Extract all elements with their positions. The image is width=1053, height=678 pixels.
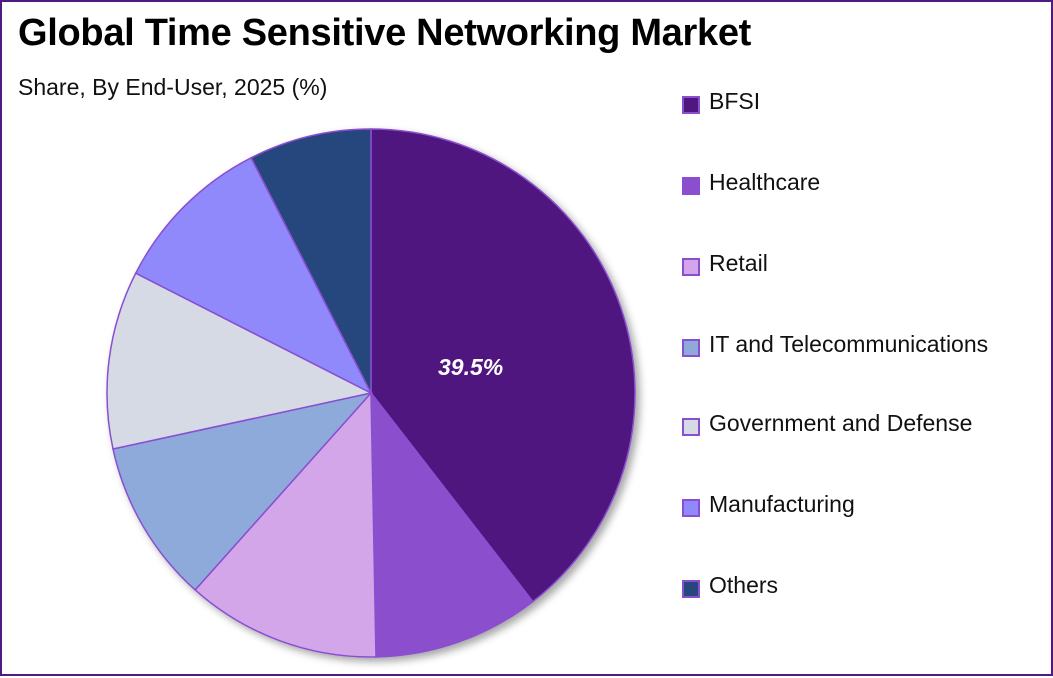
legend-item-it-telecom[interactable]: IT and Telecommunications [682, 331, 999, 362]
legend-swatch-icon [682, 499, 700, 517]
legend-item-government-defense[interactable]: Government and Defense [682, 410, 1049, 441]
legend-swatch-icon [682, 418, 700, 436]
pie-slice-bfsi[interactable] [370, 128, 636, 603]
pie-slice-others[interactable] [250, 128, 372, 394]
pie-chart: 39.5% [2, 2, 702, 678]
pie-slice-healthcare[interactable] [370, 390, 534, 658]
legend: BFSI Healthcare Retail IT and Telecommun… [682, 2, 1052, 678]
pie-slice-manufacturing[interactable] [134, 156, 373, 395]
chart-title: Global Time Sensitive Networking Market [18, 12, 752, 54]
bfsi-share-label: 39.5% [438, 354, 504, 380]
pie-slice-retail[interactable] [194, 391, 377, 658]
legend-swatch-icon [682, 339, 700, 357]
legend-swatch-icon [682, 177, 700, 195]
legend-item-healthcare[interactable]: Healthcare [682, 169, 1049, 200]
pie-slice-it-and-telecommunications[interactable] [112, 391, 374, 591]
legend-item-bfsi[interactable]: BFSI [682, 88, 1049, 119]
chart-subtitle: Share, By End-User, 2025 (%) [18, 74, 328, 100]
legend-swatch-icon [682, 580, 700, 598]
pie-slice-government-and-defense[interactable] [106, 272, 374, 450]
legend-item-retail[interactable]: Retail [682, 250, 1049, 281]
pie-svg [106, 128, 636, 658]
legend-label: Others [709, 572, 779, 598]
legend-label: BFSI [709, 88, 761, 114]
legend-label: Government and Defense [709, 410, 973, 436]
legend-item-others[interactable]: Others [682, 572, 1049, 603]
legend-swatch-icon [682, 258, 700, 276]
legend-item-manufacturing[interactable]: Manufacturing [682, 491, 1049, 522]
legend-label: Manufacturing [709, 491, 855, 517]
legend-swatch-icon [682, 96, 700, 114]
legend-label: Healthcare [709, 169, 821, 195]
legend-label: Retail [709, 250, 768, 276]
legend-label: IT and Telecommunications [709, 331, 989, 357]
